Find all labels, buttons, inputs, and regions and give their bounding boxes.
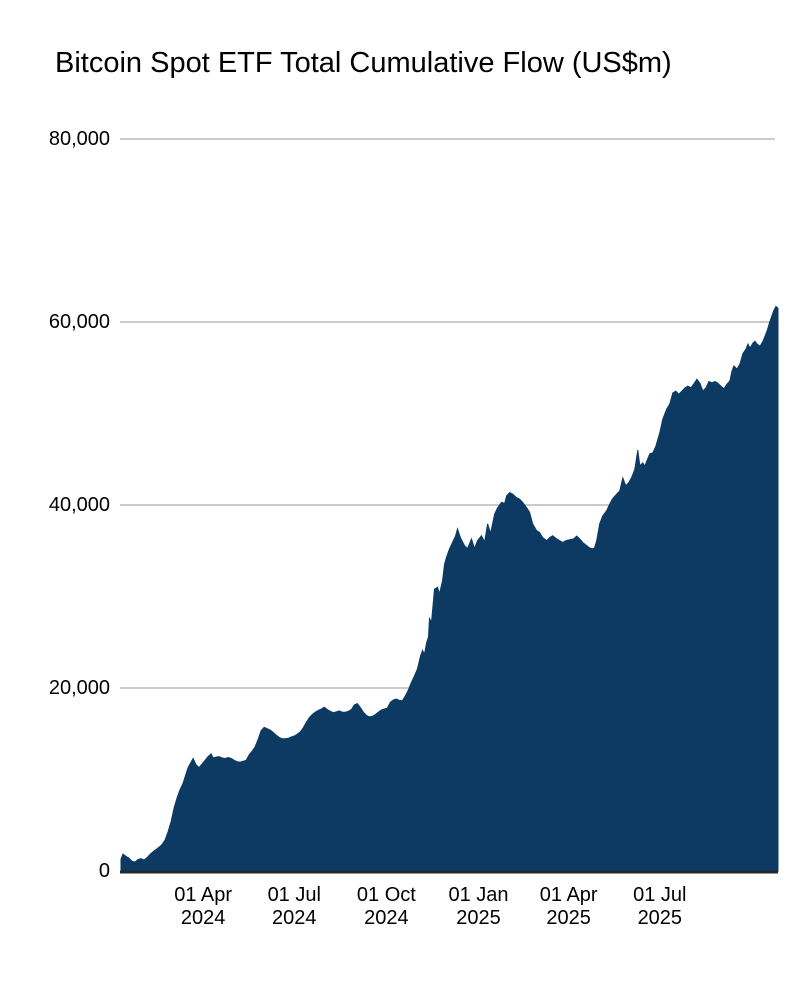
y-gridline bbox=[120, 138, 775, 140]
x-tick-label: 01 Oct 2024 bbox=[356, 884, 416, 929]
y-gridline bbox=[120, 321, 775, 323]
x-tick-label: 01 Jan 2025 bbox=[448, 884, 509, 929]
y-tick-label: 80,000 bbox=[48, 128, 110, 150]
y-tick-label: 20,000 bbox=[48, 677, 110, 699]
x-tick-label: 01 Jul 2025 bbox=[633, 884, 687, 929]
chart-title: Bitcoin Spot ETF Total Cumulative Flow (… bbox=[55, 47, 672, 79]
x-tick-label: 01 Apr 2025 bbox=[539, 884, 598, 929]
area-series-total-cumulative-flow bbox=[120, 305, 779, 872]
x-tick-label: 01 Jul 2024 bbox=[267, 884, 321, 929]
x-tick-label: 01 Apr 2024 bbox=[174, 884, 233, 929]
y-gridline bbox=[120, 504, 775, 506]
y-tick-label: 40,000 bbox=[48, 494, 110, 516]
y-tick-label: 0 bbox=[98, 860, 110, 882]
y-tick-label: 60,000 bbox=[48, 311, 110, 333]
